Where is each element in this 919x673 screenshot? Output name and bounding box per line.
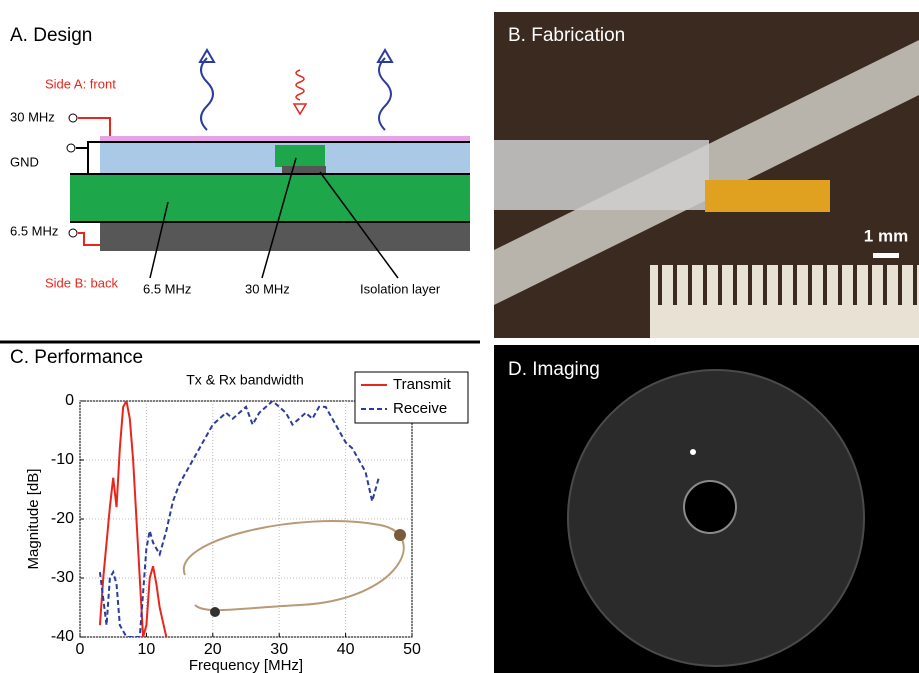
callout-label: 6.5 MHz [143,281,191,296]
wire [78,233,100,245]
panel-title: D. Imaging [508,359,600,380]
x-tick-label: 20 [204,641,222,658]
scale-bar [873,253,899,258]
panel-d: D. Imaging [494,345,919,673]
y-tick-label: -10 [51,451,74,468]
backing-layer [100,223,470,251]
chart: Tx & Rx bandwidth -40 -30 -20 -10 0 0 10 20 30 40 5… [25,372,468,673]
x-tick-label: 40 [337,641,355,658]
inset-tip [394,529,406,541]
panel-b: B. Fabrication 1 mm [494,12,919,338]
panel-title: C. Performance [10,347,143,368]
layer-65mhz [70,175,470,221]
wave-arrow [378,50,392,130]
x-tick-label: 10 [138,641,156,658]
legend-label: Transmit [393,376,452,393]
port-label: 30 MHz [10,109,55,124]
legend-label: Receive [393,400,447,417]
callout-label: 30 MHz [245,281,290,296]
y-axis-label: Magnitude [dB] [25,469,42,570]
scale-label: 1 mm [864,226,908,245]
y-tick-label: -40 [51,628,74,645]
terminal [69,114,77,122]
callout-label: Isolation layer [360,281,441,296]
wire-target [690,449,696,455]
y-tick-label: 0 [65,392,74,409]
inset-connector [210,607,220,617]
y-tick-label: -30 [51,569,74,586]
page: A. Design Side A: front 30 MHz GND 6.5 M… [0,0,919,673]
port-label: GND [10,154,39,169]
figure: A. Design Side A: front 30 MHz GND 6.5 M… [0,0,919,673]
panel-a: A. Design Side A: front 30 MHz GND 6.5 M… [10,25,470,296]
matching-layer [100,136,470,141]
wave-arrow [200,50,214,130]
isolation-layer [282,166,326,173]
terminal [67,144,75,152]
chart-title: Tx & Rx bandwidth [186,372,304,388]
catheter-hole [684,481,736,533]
x-tick-label: 30 [270,641,288,658]
terminal [69,229,77,237]
side-label: Side B: back [45,275,118,290]
panel-title: B. Fabrication [508,25,625,46]
side-label: Side A: front [45,76,116,91]
wave-arrow [294,70,306,114]
wire [78,118,110,136]
catheter [494,140,709,210]
panel-title: A. Design [10,25,92,46]
y-tick-label: -20 [51,510,74,527]
x-tick-label: 50 [403,641,421,658]
transducer [705,180,830,212]
element-30mhz [275,145,325,167]
port-label: 6.5 MHz [10,223,58,238]
x-tick-label: 0 [76,641,85,658]
panel-c: C. Performance Tx & Rx bandwidth -40 -30 -2… [10,347,468,673]
x-axis-label: Frequency [MHz] [189,657,303,673]
wire [76,142,100,174]
